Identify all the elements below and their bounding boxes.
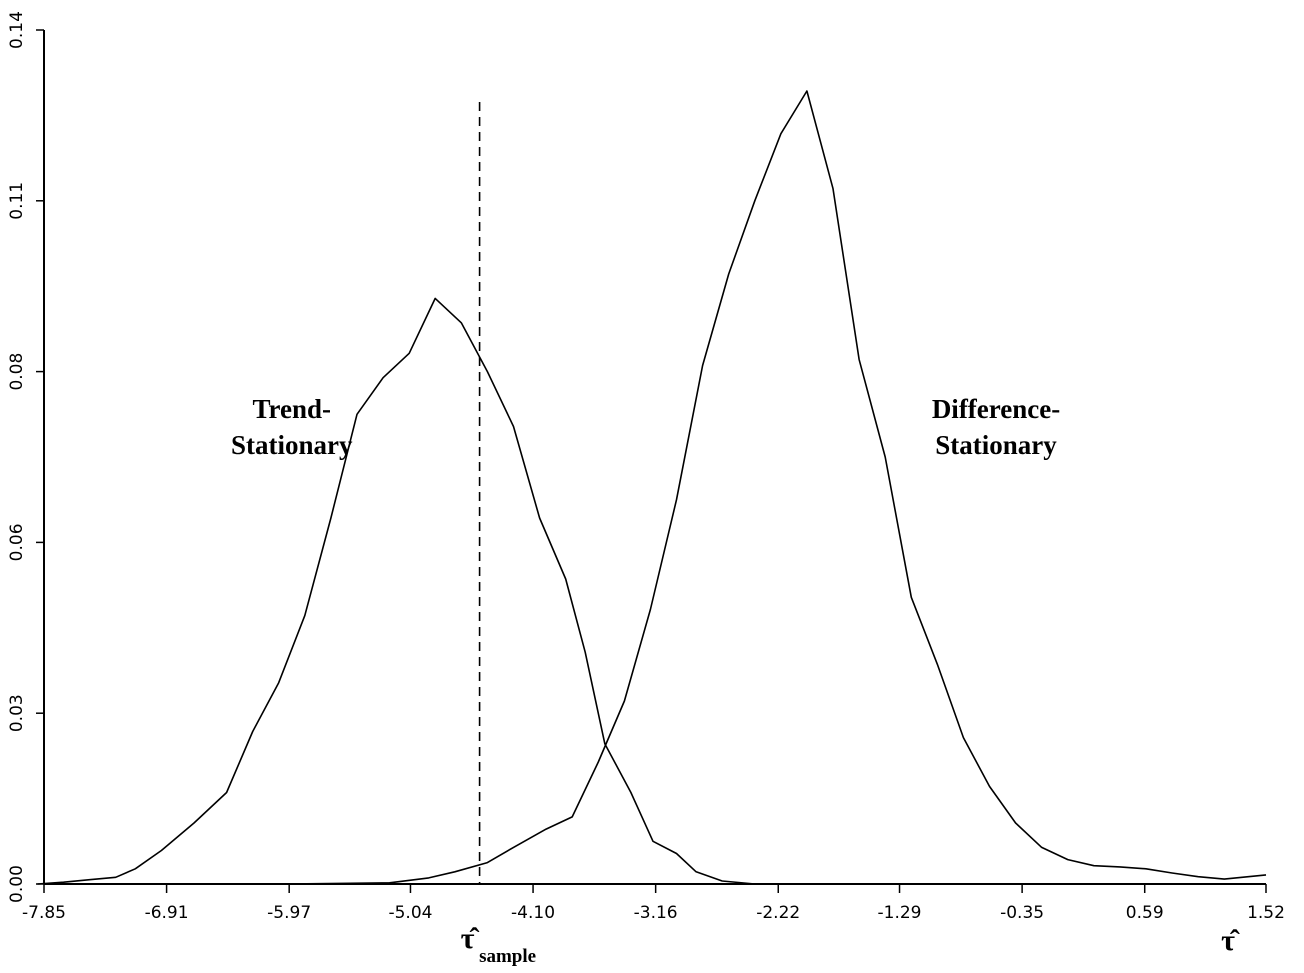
x-tick-label: -7.85 xyxy=(22,903,66,923)
y-tick-label: 0.08 xyxy=(7,353,27,391)
x-tick-label: -3.16 xyxy=(634,903,678,923)
x-tick-label: -1.29 xyxy=(878,903,922,923)
x-axis: -7.85 -6.91 -5.97 -5.04 -4.10 -3.16 -2.22 -1.29… xyxy=(22,883,1285,957)
x-axis-title: τ̂ xyxy=(1221,924,1240,957)
x-tick-label: -4.10 xyxy=(511,903,555,923)
annotation-label-1: Stationary xyxy=(231,430,353,460)
series-line-2 xyxy=(44,90,1267,885)
x-tick-label: -2.22 xyxy=(756,903,800,923)
y-tick-label: 0.14 xyxy=(7,11,27,49)
sample-reference-label: τ̂ xyxy=(461,922,480,955)
x-tick-label: -5.97 xyxy=(267,903,311,923)
reference-line-group: τ̂sample xyxy=(461,102,536,967)
series-group xyxy=(37,90,1267,885)
series-line-1 xyxy=(37,297,1266,885)
x-tick-label: 0.59 xyxy=(1126,903,1164,923)
y-axis: 0.00 0.03 0.06 0.08 0.11 0.14 xyxy=(7,11,45,903)
x-tick-label: -6.91 xyxy=(145,903,189,923)
x-tick-label: -0.35 xyxy=(1000,903,1044,923)
annotations-group: Trend- Stationary Difference- Stationary xyxy=(231,394,1060,460)
y-tick-label: 0.03 xyxy=(7,694,27,732)
annotation-label-2: Stationary xyxy=(935,430,1057,460)
y-tick-label: 0.11 xyxy=(7,182,27,220)
annotation-label-1: Trend- xyxy=(253,394,332,424)
annotation-label-2: Difference- xyxy=(932,394,1060,424)
x-tick-label: -5.04 xyxy=(388,903,432,923)
sample-reference-subscript: sample xyxy=(479,946,536,967)
x-tick-label: 1.52 xyxy=(1247,903,1285,923)
y-tick-label: 0.06 xyxy=(7,523,27,561)
y-tick-label: 0.00 xyxy=(7,865,27,903)
